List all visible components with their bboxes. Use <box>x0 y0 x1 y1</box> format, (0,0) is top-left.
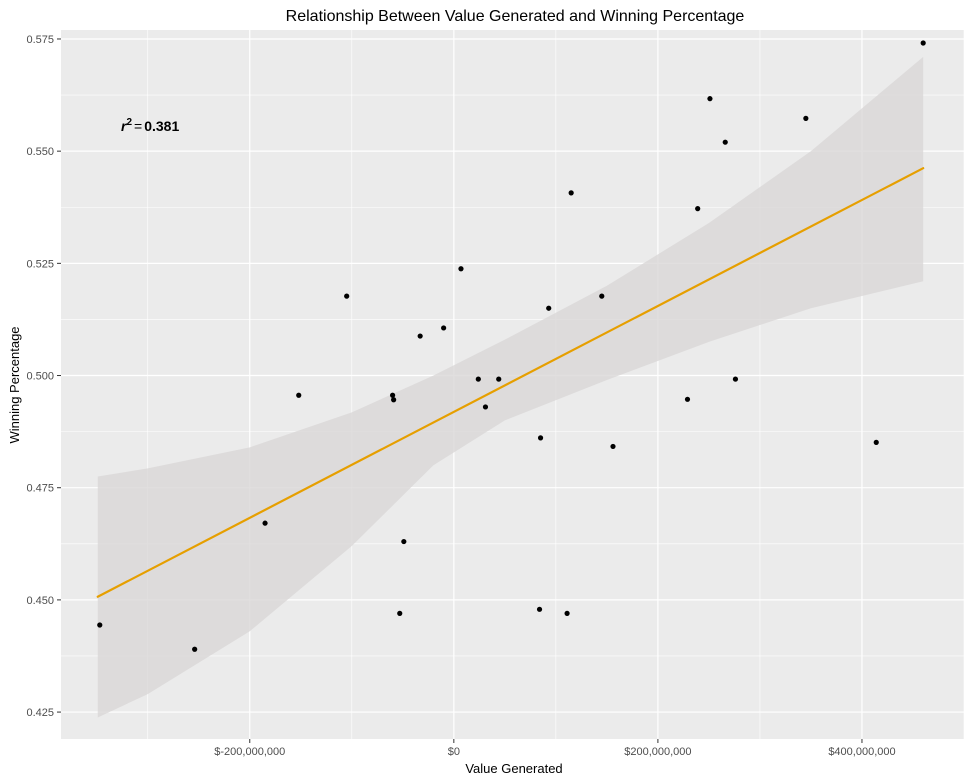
data-point <box>496 376 502 382</box>
data-point <box>97 622 103 628</box>
data-point <box>296 392 302 398</box>
x-tick-label: $200,000,000 <box>624 746 691 758</box>
data-point <box>458 266 464 272</box>
data-point <box>722 139 728 145</box>
trend-line <box>96 167 925 598</box>
data-point <box>568 190 574 196</box>
x-tick-label: $-200,000,000 <box>214 746 285 758</box>
x-tick-label: $0 <box>448 746 460 758</box>
data-point <box>610 443 616 450</box>
points-layer <box>97 40 926 652</box>
data-point <box>707 96 713 102</box>
data-point <box>192 646 198 652</box>
y-tick-label: 0.450 <box>26 595 54 607</box>
data-point <box>732 376 739 382</box>
y-axis-title: Winning Percentage <box>7 326 22 443</box>
y-tick-label: 0.500 <box>26 371 54 383</box>
data-point <box>262 520 268 526</box>
data-point <box>873 439 879 445</box>
data-point <box>417 333 423 339</box>
data-point <box>401 538 407 545</box>
data-point <box>920 40 926 46</box>
data-point <box>390 392 396 398</box>
r-squared-annotation: r2 = 0.381 <box>121 117 179 134</box>
trend-line-layer <box>96 167 925 598</box>
confidence-band-layer <box>97 56 924 718</box>
chart-title: Relationship Between Value Generated and… <box>286 8 745 25</box>
data-point <box>546 305 552 311</box>
y-tick-label: 0.575 <box>26 34 54 46</box>
data-point <box>803 115 809 121</box>
data-point <box>441 325 447 331</box>
y-tick-label: 0.425 <box>26 707 54 719</box>
data-point <box>482 404 489 410</box>
data-point <box>536 606 543 612</box>
data-point <box>391 397 397 403</box>
x-axis: $-200,000,000 $0 $200,000,000 $400,000,000 <box>214 739 896 758</box>
data-point <box>684 396 691 402</box>
confidence-band <box>97 56 924 718</box>
data-point <box>537 435 544 441</box>
x-axis-title: Value Generated <box>465 761 562 776</box>
y-tick-label: 0.475 <box>26 483 54 495</box>
data-point <box>564 610 570 616</box>
data-point <box>344 293 350 299</box>
data-point <box>475 376 481 382</box>
data-point <box>397 610 403 616</box>
data-point <box>599 293 605 299</box>
y-axis: 0.425 0.450 0.475 0.500 0.525 0.550 0.575 <box>26 34 61 719</box>
x-tick-label: $400,000,000 <box>828 746 895 758</box>
y-tick-label: 0.550 <box>26 146 54 158</box>
y-tick-label: 0.525 <box>26 258 54 270</box>
data-point <box>695 206 701 212</box>
annotation-layer: r2 = 0.381 <box>121 117 179 134</box>
